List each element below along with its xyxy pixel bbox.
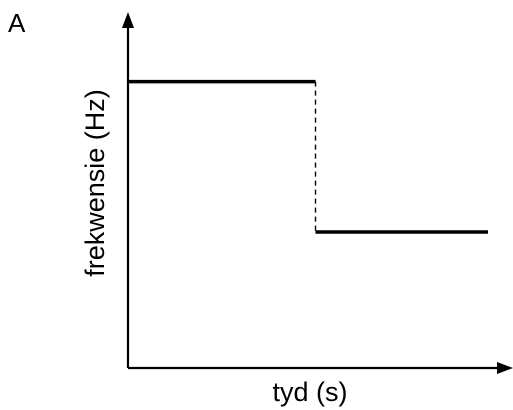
y-axis-title: frekwensie (Hz) [80, 89, 110, 277]
x-axis-arrow-icon [497, 362, 513, 374]
panel-label: A [8, 8, 26, 38]
axes [122, 12, 513, 374]
y-axis-arrow-icon [122, 12, 134, 28]
x-axis-title: tyd (s) [272, 377, 347, 407]
plot-area [128, 79, 488, 234]
